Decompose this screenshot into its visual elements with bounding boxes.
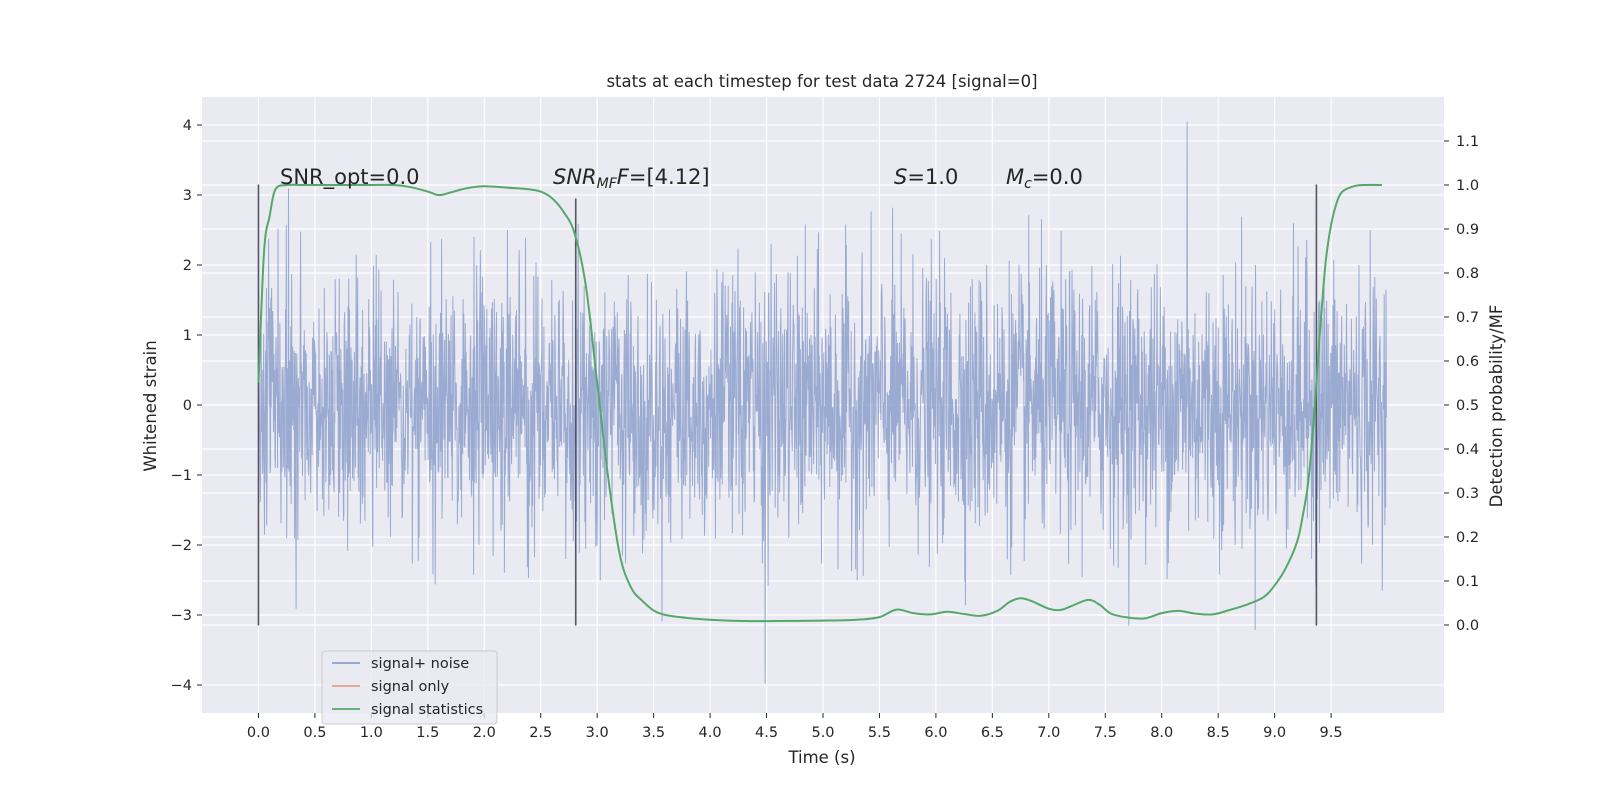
x-tick-label-3: 1.5 <box>416 725 439 741</box>
x-tick-label-12: 6.0 <box>924 725 947 741</box>
legend-label-signal-statistics: signal statistics <box>371 702 483 718</box>
annotations: SNR_opt=0.0 SNRMFF=[4.12] S=1.0 Mc=0.0 <box>280 165 1083 192</box>
signal-noise-series <box>258 121 1387 684</box>
x-tick-label-11: 5.5 <box>868 725 891 741</box>
x-tick-label-17: 8.5 <box>1207 725 1230 741</box>
y-tick-label-5: −1 <box>171 468 192 484</box>
annotation-s-value: =1.0 <box>907 165 958 189</box>
y-tick-label-0: 4 <box>183 118 192 134</box>
y-tick-label-3: 1 <box>183 328 192 344</box>
annotation-mc-subscript: c <box>1024 176 1032 192</box>
signal-statistics-line <box>257 183 1382 623</box>
annotation-mc: Mc=0.0 <box>1006 165 1083 192</box>
x-tick-label-5: 2.5 <box>529 725 552 741</box>
annotation-s: S=1.0 <box>894 165 958 189</box>
signal-noise-line <box>258 121 1387 684</box>
y-tick-label-2: 2 <box>183 258 192 274</box>
y2-tick-label-10: 0.1 <box>1456 574 1479 590</box>
x-tick-label-0: 0.0 <box>247 725 270 741</box>
annotation-snr-mf: SNRMFF=[4.12] <box>553 165 710 192</box>
y-axis-ticks: 4 3 2 1 0 −1 −2 −3 −4 <box>171 118 202 694</box>
annotation-snr-opt: SNR_opt=0.0 <box>280 165 420 190</box>
x-tick-label-6: 3.0 <box>586 725 609 741</box>
y-axis-label: Whitened strain <box>141 340 160 471</box>
x-tick-label-19: 9.5 <box>1320 725 1343 741</box>
right-y-axis-ticks: 1.1 1.0 0.9 0.8 0.7 0.6 0.5 0.4 0.3 0.2 0.1 0.0 <box>1444 134 1479 634</box>
vertical-markers <box>257 184 1318 626</box>
x-tick-label-1: 0.5 <box>303 725 326 741</box>
y-tick-label-6: −2 <box>171 538 192 554</box>
x-tick-label-13: 6.5 <box>981 725 1004 741</box>
legend-label-signal-noise: signal+ noise <box>371 656 469 672</box>
legend: signal+ noise signal only signal statist… <box>321 650 498 725</box>
annotation-snr-mf-value: =[4.12] <box>629 165 710 189</box>
y2-tick-label-11: 0.0 <box>1456 618 1479 634</box>
y2-tick-label-4: 0.7 <box>1456 310 1479 326</box>
annotation-snr-mf-symbol: SNR <box>553 165 597 189</box>
x-axis-label: Time (s) <box>787 748 855 767</box>
annotation-mc-symbol: M <box>1006 165 1024 189</box>
y2-tick-label-6: 0.5 <box>1456 398 1479 414</box>
x-tick-label-16: 8.0 <box>1150 725 1173 741</box>
x-tick-label-14: 7.0 <box>1037 725 1060 741</box>
x-axis-ticks: 0.0 0.5 1.0 1.5 2.0 2.5 3.0 3.5 4.0 4.5 5.0 5.5 6.0 6… <box>247 713 1343 741</box>
y-tick-label-4: 0 <box>183 398 192 414</box>
x-tick-label-7: 3.5 <box>642 725 665 741</box>
annotation-snr-mf-f: F <box>617 165 630 189</box>
y2-tick-label-1: 1.0 <box>1456 178 1479 194</box>
annotation-snr-mf-subscript: MF <box>597 176 618 192</box>
annotation-s-symbol: S <box>894 165 907 189</box>
x-tick-label-18: 9.0 <box>1263 725 1286 741</box>
y2-tick-label-9: 0.2 <box>1456 530 1479 546</box>
y2-tick-label-7: 0.4 <box>1456 442 1479 458</box>
right-y-axis-label: Detection probability/MF <box>1487 305 1506 508</box>
y-tick-label-8: −4 <box>171 678 192 694</box>
legend-box <box>321 650 498 725</box>
y-tick-label-7: −3 <box>171 608 192 624</box>
annotation-mc-value: =0.0 <box>1032 165 1083 189</box>
x-tick-label-9: 4.5 <box>755 725 778 741</box>
x-tick-label-8: 4.0 <box>699 725 722 741</box>
y-tick-label-1: 3 <box>183 188 192 204</box>
y2-tick-label-8: 0.3 <box>1456 486 1479 502</box>
signal-statistics-series <box>257 183 1382 623</box>
y2-tick-label-3: 0.8 <box>1456 266 1479 282</box>
y2-tick-label-0: 1.1 <box>1456 134 1479 150</box>
y2-tick-label-2: 0.9 <box>1456 222 1479 238</box>
x-tick-label-15: 7.5 <box>1094 725 1117 741</box>
x-tick-label-10: 5.0 <box>811 725 834 741</box>
x-tick-label-2: 1.0 <box>360 725 383 741</box>
y2-tick-label-5: 0.6 <box>1456 354 1479 370</box>
x-tick-label-4: 2.0 <box>473 725 496 741</box>
chart-title: stats at each timestep for test data 272… <box>606 72 1037 91</box>
legend-label-signal-only: signal only <box>371 679 450 695</box>
